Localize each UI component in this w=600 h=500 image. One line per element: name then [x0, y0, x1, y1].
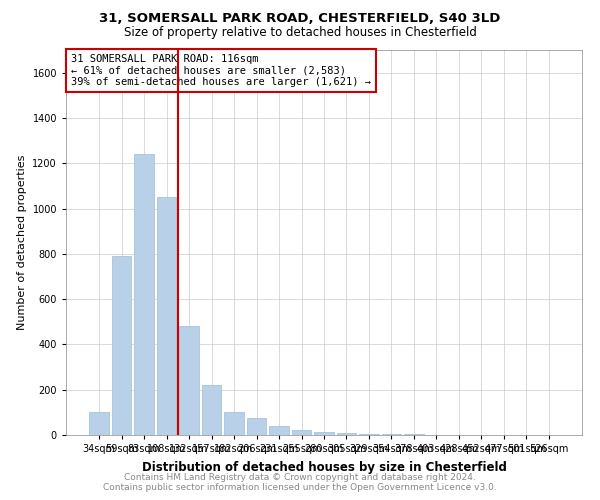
Bar: [224, 412, 244, 435]
Bar: [247, 418, 266, 435]
Bar: [134, 154, 154, 435]
Bar: [157, 197, 176, 435]
Bar: [382, 434, 401, 435]
X-axis label: Distribution of detached houses by size in Chesterfield: Distribution of detached houses by size …: [142, 461, 506, 474]
Bar: [292, 430, 311, 435]
Bar: [404, 434, 424, 435]
Bar: [112, 256, 131, 435]
Bar: [337, 433, 356, 435]
Text: 31 SOMERSALL PARK ROAD: 116sqm
← 61% of detached houses are smaller (2,583)
39% : 31 SOMERSALL PARK ROAD: 116sqm ← 61% of …: [71, 54, 371, 87]
Bar: [179, 326, 199, 435]
Y-axis label: Number of detached properties: Number of detached properties: [17, 155, 27, 330]
Text: Size of property relative to detached houses in Chesterfield: Size of property relative to detached ho…: [124, 26, 476, 39]
Bar: [89, 412, 109, 435]
Bar: [359, 434, 379, 435]
Text: 31, SOMERSALL PARK ROAD, CHESTERFIELD, S40 3LD: 31, SOMERSALL PARK ROAD, CHESTERFIELD, S…: [100, 12, 500, 26]
Bar: [202, 385, 221, 435]
Text: Contains HM Land Registry data © Crown copyright and database right 2024.
Contai: Contains HM Land Registry data © Crown c…: [103, 473, 497, 492]
Bar: [314, 432, 334, 435]
Bar: [269, 426, 289, 435]
